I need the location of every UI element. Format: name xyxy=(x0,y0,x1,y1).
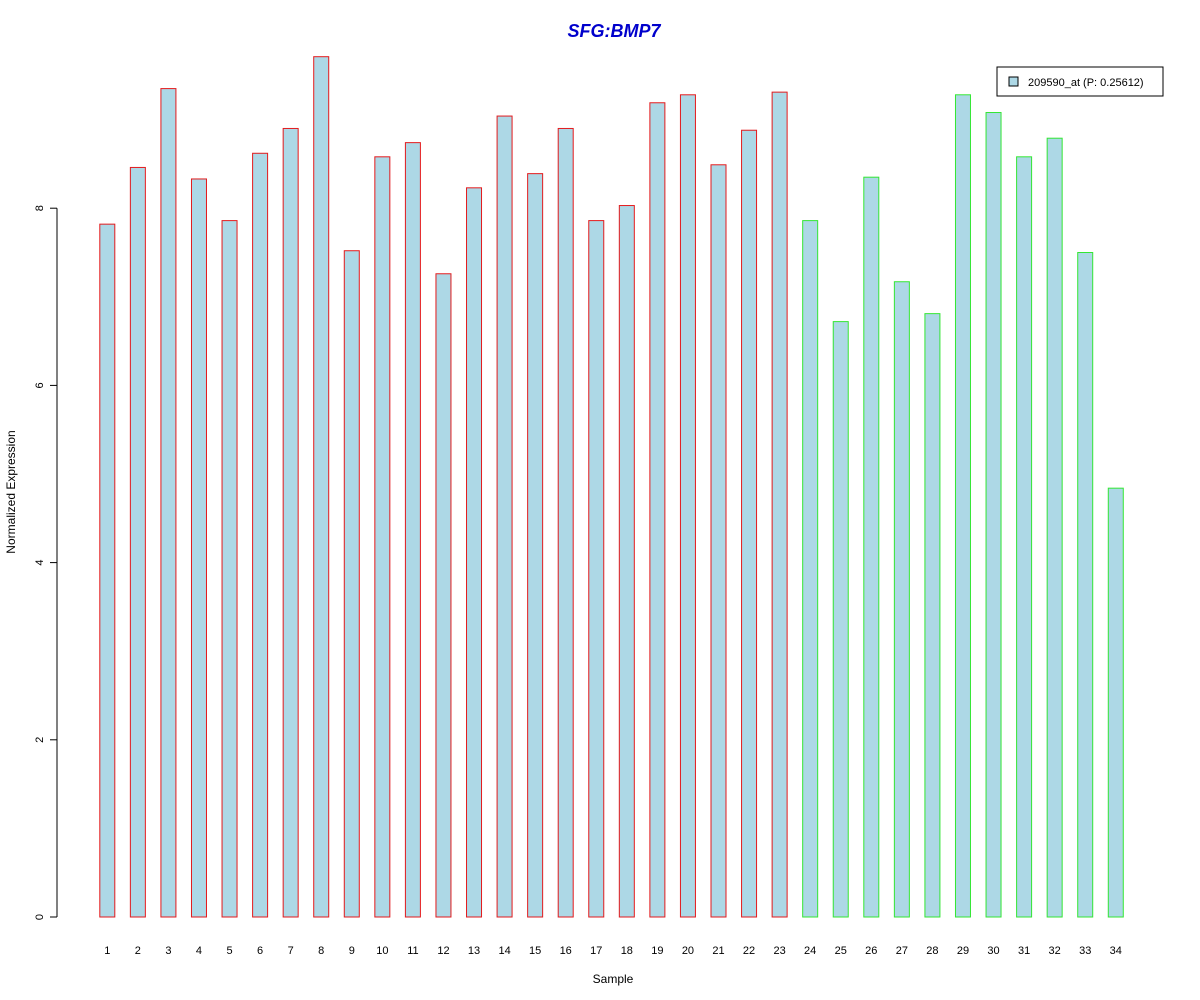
x-tick-label: 6 xyxy=(257,945,263,957)
bar xyxy=(985,112,1002,918)
x-tick-label: 16 xyxy=(560,945,572,957)
bar xyxy=(924,313,941,918)
x-tick-label: 22 xyxy=(743,945,755,957)
x-axis: 1 2 3 4 5 6 7 8 9 10 11 12 13 14 15 16 17 18 19 20 21 22 23 24 2… xyxy=(104,945,1122,957)
y-axis: 0 2 4 6 8 xyxy=(34,205,58,920)
bar xyxy=(863,176,880,918)
x-tick-label: 8 xyxy=(318,945,324,957)
bar xyxy=(771,91,788,918)
x-tick-label: 21 xyxy=(712,945,724,957)
x-tick-label: 11 xyxy=(407,945,418,957)
bar xyxy=(1046,137,1063,918)
bar xyxy=(435,273,452,918)
bar xyxy=(1016,156,1033,918)
x-axis-title: Sample xyxy=(593,972,634,986)
y-tick-label: 8 xyxy=(34,205,46,211)
x-tick-label: 19 xyxy=(651,945,663,957)
legend-label: 209590_at (P: 0.25612) xyxy=(1028,77,1144,89)
x-tick-label: 15 xyxy=(529,945,541,957)
bar xyxy=(1107,487,1124,918)
bar xyxy=(466,187,483,918)
x-tick-label: 1 xyxy=(104,945,110,957)
x-tick-label: 4 xyxy=(196,945,202,957)
x-tick-label: 7 xyxy=(288,945,294,957)
bar xyxy=(374,156,391,918)
x-tick-label: 32 xyxy=(1049,945,1061,957)
y-tick-label: 2 xyxy=(34,737,46,743)
x-tick-label: 10 xyxy=(376,945,388,957)
x-tick-label: 17 xyxy=(590,945,602,957)
x-tick-label: 2 xyxy=(135,945,141,957)
x-tick-label: 27 xyxy=(896,945,908,957)
x-tick-label: 25 xyxy=(835,945,847,957)
x-tick-label: 33 xyxy=(1079,945,1091,957)
bar xyxy=(129,166,146,918)
bar xyxy=(954,94,971,918)
bar xyxy=(404,142,421,918)
bar xyxy=(313,56,330,918)
bar xyxy=(99,223,116,918)
x-tick-label: 13 xyxy=(468,945,480,957)
chart-title: SFG:BMP7 xyxy=(567,21,661,41)
bar xyxy=(160,88,177,918)
x-tick-label: 5 xyxy=(226,945,232,957)
bar xyxy=(527,173,544,918)
x-tick-label: 20 xyxy=(682,945,694,957)
bar xyxy=(649,102,666,918)
x-tick-label: 28 xyxy=(926,945,938,957)
x-tick-label: 12 xyxy=(437,945,449,957)
bar xyxy=(893,281,910,918)
y-tick-label: 6 xyxy=(34,382,46,388)
x-tick-label: 14 xyxy=(498,945,510,957)
bar xyxy=(190,178,207,918)
bar xyxy=(618,205,635,918)
bars xyxy=(99,56,1124,918)
bar xyxy=(802,220,819,918)
bar xyxy=(710,164,727,918)
bar xyxy=(252,152,269,918)
x-tick-label: 24 xyxy=(804,945,816,957)
x-tick-label: 9 xyxy=(349,945,355,957)
x-tick-label: 29 xyxy=(957,945,969,957)
bar xyxy=(832,321,849,918)
bar xyxy=(496,115,513,918)
bar xyxy=(557,127,574,918)
x-tick-label: 18 xyxy=(621,945,633,957)
y-tick-label: 0 xyxy=(34,914,46,920)
legend-swatch xyxy=(1008,76,1019,87)
bar xyxy=(741,129,758,918)
x-tick-label: 26 xyxy=(865,945,877,957)
x-tick-label: 3 xyxy=(165,945,171,957)
bar xyxy=(343,250,360,918)
legend: 209590_at (P: 0.25612) xyxy=(996,66,1164,97)
x-tick-label: 30 xyxy=(987,945,999,957)
x-tick-label: 34 xyxy=(1110,945,1122,957)
y-tick-label: 4 xyxy=(34,560,46,566)
bar xyxy=(588,220,605,918)
x-tick-label: 31 xyxy=(1018,945,1030,957)
bar xyxy=(1077,252,1094,918)
bar xyxy=(679,94,696,918)
legend-box xyxy=(996,66,1164,97)
bar xyxy=(282,127,299,918)
x-tick-label: 23 xyxy=(773,945,785,957)
y-axis-title: Normalized Expression xyxy=(4,430,18,553)
bar xyxy=(221,220,238,918)
